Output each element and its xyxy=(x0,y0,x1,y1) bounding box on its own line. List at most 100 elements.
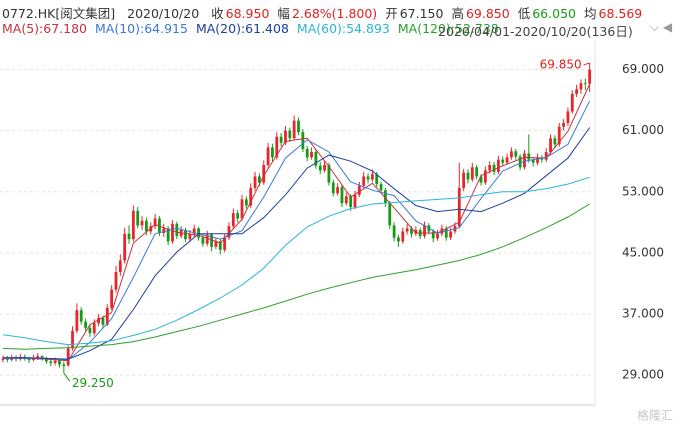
candle-body xyxy=(288,130,292,139)
candle-body xyxy=(414,229,418,234)
candle-body xyxy=(527,153,531,160)
candle-body xyxy=(236,213,240,219)
candle-body xyxy=(166,228,170,242)
candle-body xyxy=(305,148,309,158)
candle-body xyxy=(253,176,257,188)
quote-label: 低 xyxy=(517,6,531,21)
range-controls[interactable]: ⌵ ◀ xyxy=(650,20,673,34)
candle-body xyxy=(92,323,96,334)
candle-body xyxy=(553,138,557,145)
legend-entry: MA(10):64.915 xyxy=(95,21,188,36)
candle-body xyxy=(575,89,579,94)
candle-body xyxy=(518,156,522,168)
quote-label: 幅 xyxy=(277,6,290,21)
candle-body xyxy=(105,307,109,325)
candle-body xyxy=(431,231,435,239)
candle-body xyxy=(249,187,253,206)
candle-body xyxy=(257,176,261,183)
candle-body xyxy=(53,360,57,363)
candle-body xyxy=(479,176,483,183)
y-tick-label: 69.000 xyxy=(622,62,664,76)
candle-body xyxy=(240,199,244,219)
candle-body xyxy=(496,159,500,172)
candle-body xyxy=(423,225,426,237)
candle-body xyxy=(136,210,140,226)
candle-body xyxy=(175,223,179,237)
candle-body xyxy=(392,225,396,238)
candle-body xyxy=(84,321,87,328)
candle-body xyxy=(366,176,370,180)
candle-body xyxy=(27,358,31,360)
candle-body xyxy=(214,241,218,247)
candle-body xyxy=(79,310,83,322)
candle-body xyxy=(1,358,5,360)
candle-body xyxy=(231,213,235,227)
legend-entry: MA(5):67.180 xyxy=(2,21,87,36)
quote-value: 67.150 xyxy=(399,6,444,21)
candle-body xyxy=(544,152,548,160)
quote-value: 66.050 xyxy=(532,6,576,21)
y-tick-label: 29.000 xyxy=(622,368,664,382)
candle-body xyxy=(536,157,539,163)
candle-body xyxy=(71,330,74,349)
candle-body xyxy=(244,199,248,206)
candle-body xyxy=(514,151,518,157)
candle-body xyxy=(271,147,274,158)
candle-body xyxy=(314,152,318,166)
candle-body xyxy=(375,174,379,185)
y-tick-label: 37.000 xyxy=(622,307,664,321)
candle-body xyxy=(205,234,209,244)
candle-body xyxy=(470,167,474,180)
quote-value: 69.850 xyxy=(465,6,510,21)
candle-body xyxy=(101,317,105,325)
quote-label: 收 xyxy=(211,6,224,21)
candle-body xyxy=(145,220,148,232)
candle-body xyxy=(579,83,583,90)
candle-body xyxy=(444,228,448,238)
quote-value: 68.950 xyxy=(225,6,270,21)
candle-body xyxy=(97,317,101,324)
candle-body xyxy=(331,182,335,194)
candle-body xyxy=(171,223,174,242)
candle-body xyxy=(153,218,157,227)
candle-body xyxy=(127,233,131,240)
candle-body xyxy=(327,165,331,183)
max-label: 69.850 xyxy=(540,57,582,71)
quote-header: 0772.HK[阅文集团] 2020/10/20 收 68.950 幅 2.68%(1… xyxy=(2,3,650,22)
candle-body xyxy=(379,184,383,191)
candle-body xyxy=(410,228,413,234)
candle-body xyxy=(336,187,340,194)
y-tick-label: 53.000 xyxy=(622,184,664,198)
candle-body xyxy=(197,228,200,238)
candle-body xyxy=(523,153,526,168)
candle-body xyxy=(475,167,479,177)
max-pointer xyxy=(583,62,590,66)
candle-body xyxy=(370,174,374,180)
date-range[interactable]: 2020/04/01-2020/10/20(136日) xyxy=(438,24,633,39)
candle-body xyxy=(405,228,409,232)
candle-body xyxy=(45,358,48,362)
quote-label: 开 xyxy=(385,6,398,21)
brand-watermark: 格隆汇 xyxy=(637,408,673,423)
candle-body xyxy=(201,237,205,244)
candle-body xyxy=(301,132,305,149)
candle-body xyxy=(114,272,118,290)
ma-line xyxy=(2,176,590,346)
candle-body xyxy=(488,165,492,171)
candle-body xyxy=(275,136,279,158)
candle-body xyxy=(583,83,587,85)
ma-legend: MA(5):67.180 MA(10):64.915 MA(20):61.408 MA… xyxy=(2,21,507,36)
candle-body xyxy=(227,226,231,238)
legend-entry: MA(60):54.893 xyxy=(296,21,390,36)
quote-label: 高 xyxy=(451,6,464,21)
candle-body xyxy=(362,176,366,186)
y-tick-label: 61.000 xyxy=(622,123,664,137)
min-pointer xyxy=(63,372,71,382)
candle-body xyxy=(492,165,496,172)
candle-body xyxy=(75,310,79,331)
legend-entry: MA(20):61.408 xyxy=(195,21,289,36)
y-tick-label: 45.000 xyxy=(622,245,664,259)
candle-body xyxy=(62,364,66,367)
